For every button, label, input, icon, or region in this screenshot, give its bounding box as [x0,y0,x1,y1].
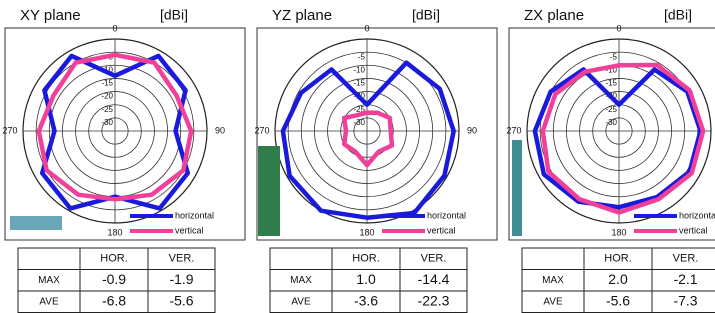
unit-label: [dBi] [664,7,692,23]
row-label: MAX [38,275,60,286]
r-tick-label: -30 [101,118,113,127]
table-value: -22.3 [418,292,450,308]
legend-label: vertical [175,225,204,235]
angle-tick-label: 270 [2,125,17,135]
r-tick-label: -30 [353,118,365,127]
table-cell [18,248,80,270]
angle-tick-label: 180 [359,227,374,237]
row-label: AVE [291,296,311,307]
column-header: VER. [673,253,699,265]
column-header: HOR. [352,253,380,265]
r-tick-label: -20 [101,92,113,101]
r-tick-label: -10 [353,65,365,74]
figure: XY plane [dBi] -5 -10 -15 -20 -25 -30 0 90 180 270 h… [0,0,715,313]
table-value: 1.0 [356,271,376,287]
table-value: -0.9 [102,271,126,287]
angle-tick-label: 180 [107,227,122,237]
table-value: -7.3 [673,292,697,308]
angle-tick-label: 180 [611,227,626,237]
row-label: MAX [542,275,564,286]
antenna-photo [258,146,280,236]
angle-tick-label: 0 [616,23,621,33]
antenna-photo [10,216,62,230]
row-label: AVE [543,296,563,307]
table-value: -1.9 [169,271,193,287]
table-value: -5.6 [606,292,630,308]
row-label: AVE [39,296,59,307]
angle-tick-label: 270 [506,125,521,135]
r-tick-label: -5 [610,52,618,61]
legend-label: vertical [679,225,708,235]
column-header: VER. [169,253,195,265]
table-value: -6.8 [102,292,126,308]
angle-tick-label: 270 [254,125,269,135]
legend-label: horizontal [427,210,466,220]
chart-title: ZX plane [524,7,584,24]
table-cell [270,248,332,270]
pattern-line [283,63,454,218]
legend-label: horizontal [679,210,715,220]
table-value: -3.6 [354,292,378,308]
unit-label: [dBi] [160,7,188,23]
column-header: HOR. [100,253,128,265]
angle-tick-label: 0 [112,23,117,33]
r-tick-label: -15 [101,79,113,88]
table-cell [522,248,584,270]
chart-title: YZ plane [272,7,332,24]
r-tick-label: -5 [358,52,366,61]
angle-tick-label: 90 [215,125,225,135]
table-value: -2.1 [673,271,697,287]
angle-tick-label: 90 [467,125,477,135]
legend-label: horizontal [175,210,214,220]
r-tick-label: -25 [101,105,113,114]
table-value: 2.0 [608,271,628,287]
unit-label: [dBi] [412,7,440,23]
angle-tick-label: 0 [364,23,369,33]
column-header: VER. [421,253,447,265]
r-tick-label: -15 [353,79,365,88]
r-tick-label: -25 [605,105,617,114]
table-value: -5.6 [169,292,193,308]
column-header: HOR. [604,253,632,265]
plot-frame [257,28,497,240]
table-value: -14.4 [418,271,450,287]
row-label: MAX [290,275,312,286]
legend-label: vertical [427,225,456,235]
r-tick-label: -30 [605,118,617,127]
antenna-photo [512,140,522,236]
r-tick-label: -15 [605,79,617,88]
chart-title: XY plane [20,7,81,24]
